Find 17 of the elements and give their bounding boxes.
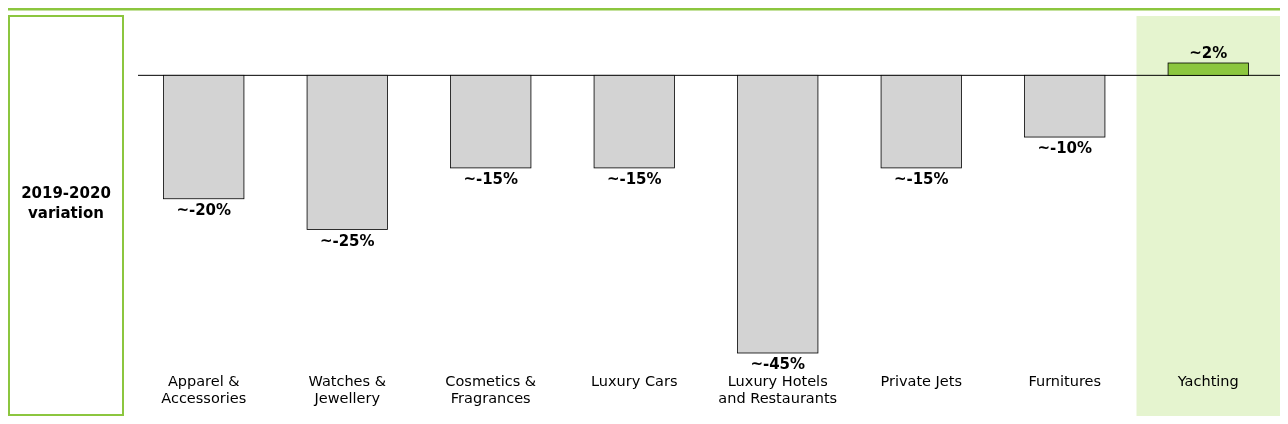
- data-label: ~-25%: [319, 231, 375, 250]
- data-label: ~2%: [1189, 44, 1228, 62]
- x-tick-label: Cosmetics & Fragrances: [445, 373, 537, 406]
- x-tick-label: Luxury Hotels and Restaurants: [718, 373, 838, 406]
- data-label: ~-10%: [1037, 139, 1093, 158]
- x-tick-label: Watches & Jewellery: [308, 373, 387, 406]
- data-label: ~-15%: [606, 169, 662, 188]
- x-tick-label: Yachting: [1176, 373, 1239, 389]
- x-tick-label: Luxury Cars: [591, 373, 678, 389]
- data-label: ~-45%: [750, 355, 806, 373]
- data-label: ~-20%: [176, 200, 232, 219]
- x-tick-label: Private Jets: [880, 373, 963, 389]
- x-tick-label: Apparel & Accessories: [161, 373, 247, 406]
- data-label: ~-15%: [463, 169, 519, 188]
- y-axis-title: 2019-2020 variation: [21, 184, 111, 222]
- x-tick-label: Furnitures: [1028, 373, 1102, 389]
- data-label: ~-15%: [893, 169, 949, 188]
